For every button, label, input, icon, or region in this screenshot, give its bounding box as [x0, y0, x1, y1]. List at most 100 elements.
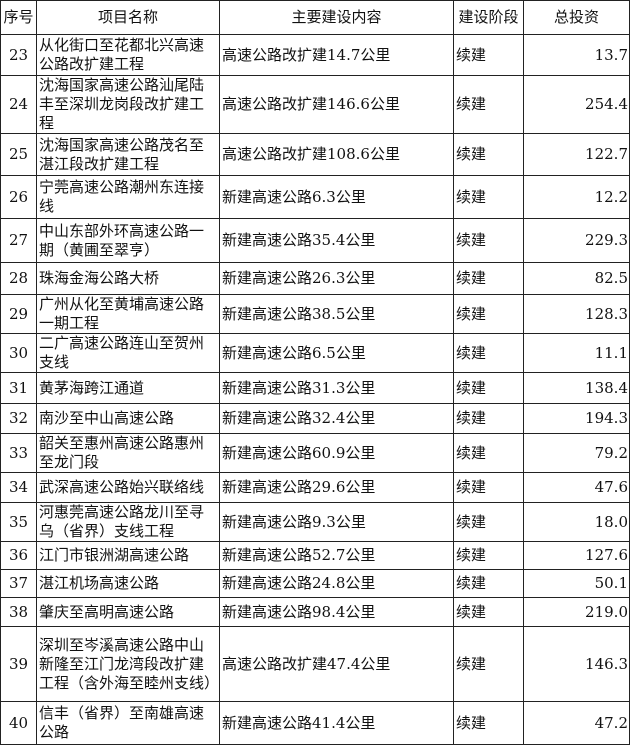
- table-row: 39 深圳至岑溪高速公路中山新隆至江门龙湾段改扩建工程（含外海至睦州支线） 高速公路…: [0, 626, 630, 702]
- project-name: 南沙至中山高速公路: [36, 403, 220, 434]
- construction-stage: 续建: [453, 34, 524, 76]
- construction-stage: 续建: [453, 472, 524, 503]
- row-number: 39: [0, 626, 37, 702]
- project-name: 二广高速公路连山至贺州支线: [36, 333, 220, 373]
- project-name: 沈海国家高速公路茂名至湛江段改扩建工程: [36, 133, 220, 176]
- total-investment: 13.7: [523, 34, 630, 76]
- row-number: 33: [0, 433, 37, 473]
- row-number: 34: [0, 472, 37, 503]
- total-investment: 50.1: [523, 569, 630, 598]
- project-name: 中山东部外环高速公路一期（黄圃至翠亨）: [36, 218, 220, 263]
- table-row: 25 沈海国家高速公路茂名至湛江段改扩建工程 高速公路改扩建108.6公里 续建 122…: [0, 133, 630, 176]
- construction-stage: 续建: [453, 175, 524, 219]
- header-row: 序号 项目名称 主要建设内容 建设阶段 总投资: [0, 0, 630, 35]
- row-number: 23: [0, 34, 37, 76]
- table-row: 40 信丰（省界）至南雄高速公路 新建高速公路41.4公里 续建 47.2: [0, 701, 630, 745]
- header-investment: 总投资: [523, 0, 630, 35]
- construction-content: 新建高速公路31.3公里: [219, 372, 454, 404]
- construction-content: 新建高速公路6.3公里: [219, 175, 454, 219]
- header-name: 项目名称: [36, 0, 220, 35]
- project-name: 信丰（省界）至南雄高速公路: [36, 701, 220, 745]
- row-number: 38: [0, 597, 37, 627]
- total-investment: 82.5: [523, 262, 630, 295]
- construction-content: 新建高速公路38.5公里: [219, 294, 454, 334]
- total-investment: 219.0: [523, 597, 630, 627]
- total-investment: 229.3: [523, 218, 630, 263]
- table-row: 23 从化街口至花都北兴高速公路改扩建工程 高速公路改扩建14.7公里 续建 13.7: [0, 34, 630, 76]
- construction-content: 新建高速公路24.8公里: [219, 569, 454, 598]
- header-stage: 建设阶段: [453, 0, 524, 35]
- construction-content: 高速公路改扩建146.6公里: [219, 75, 454, 134]
- table-row: 24 沈海国家高速公路汕尾陆丰至深圳龙岗段改扩建工程 高速公路改扩建146.6公里续…: [0, 75, 630, 134]
- row-number: 24: [0, 75, 37, 134]
- construction-content: 高速公路改扩建108.6公里: [219, 133, 454, 176]
- construction-stage: 续建: [453, 75, 524, 134]
- construction-content: 新建高速公路9.3公里: [219, 502, 454, 542]
- project-name: 肇庆至高明高速公路: [36, 597, 220, 627]
- row-number: 30: [0, 333, 37, 373]
- total-investment: 11.1: [523, 333, 630, 373]
- table-row: 29 广州从化至黄埔高速公路一期工程 新建高速公路38.5公里 续建 128.3: [0, 294, 630, 334]
- project-name: 河惠莞高速公路龙川至寻乌（省界）支线工程: [36, 502, 220, 542]
- construction-stage: 续建: [453, 218, 524, 263]
- construction-content: 新建高速公路60.9公里: [219, 433, 454, 473]
- header-content: 主要建设内容: [219, 0, 454, 35]
- total-investment: 12.2: [523, 175, 630, 219]
- row-number: 31: [0, 372, 37, 404]
- table-row: 36 江门市银洲湖高速公路 新建高速公路52.7公里 续建 127.6: [0, 541, 630, 570]
- project-name: 广州从化至黄埔高速公路一期工程: [36, 294, 220, 334]
- project-name: 江门市银洲湖高速公路: [36, 541, 220, 570]
- project-name: 韶关至惠州高速公路惠州至龙门段: [36, 433, 220, 473]
- row-number: 27: [0, 218, 37, 263]
- construction-content: 新建高速公路52.7公里: [219, 541, 454, 570]
- construction-content: 高速公路改扩建14.7公里: [219, 34, 454, 76]
- construction-stage: 续建: [453, 433, 524, 473]
- total-investment: 127.6: [523, 541, 630, 570]
- construction-content: 新建高速公路29.6公里: [219, 472, 454, 503]
- construction-stage: 续建: [453, 701, 524, 745]
- total-investment: 122.7: [523, 133, 630, 176]
- project-name: 武深高速公路始兴联络线: [36, 472, 220, 503]
- row-number: 29: [0, 294, 37, 334]
- project-name: 黄茅海跨江通道: [36, 372, 220, 404]
- construction-stage: 续建: [453, 541, 524, 570]
- construction-content: 新建高速公路41.4公里: [219, 701, 454, 745]
- construction-stage: 续建: [453, 262, 524, 295]
- table-row: 33 韶关至惠州高速公路惠州至龙门段 新建高速公路60.9公里 续建 79.2: [0, 433, 630, 473]
- table-row: 35 河惠莞高速公路龙川至寻乌（省界）支线工程 新建高速公路9.3公里 续建 18.0: [0, 502, 630, 542]
- construction-content: 新建高速公路32.4公里: [219, 403, 454, 434]
- construction-content: 新建高速公路6.5公里: [219, 333, 454, 373]
- table-row: 30 二广高速公路连山至贺州支线 新建高速公路6.5公里 续建 11.1: [0, 333, 630, 373]
- construction-content: 新建高速公路35.4公里: [219, 218, 454, 263]
- row-number: 35: [0, 502, 37, 542]
- project-name: 深圳至岑溪高速公路中山新隆至江门龙湾段改扩建工程（含外海至睦州支线）: [36, 626, 220, 702]
- total-investment: 47.6: [523, 472, 630, 503]
- row-number: 28: [0, 262, 37, 295]
- total-investment: 194.3: [523, 403, 630, 434]
- table-body: 23 从化街口至花都北兴高速公路改扩建工程 高速公路改扩建14.7公里 续建 13.7 2…: [0, 34, 630, 745]
- construction-stage: 续建: [453, 133, 524, 176]
- table-row: 28 珠海金海公路大桥 新建高速公路26.3公里 续建 82.5: [0, 262, 630, 295]
- row-number: 26: [0, 175, 37, 219]
- construction-stage: 续建: [453, 333, 524, 373]
- construction-stage: 续建: [453, 569, 524, 598]
- construction-stage: 续建: [453, 403, 524, 434]
- construction-content: 新建高速公路26.3公里: [219, 262, 454, 295]
- project-name: 宁莞高速公路潮州东连接线: [36, 175, 220, 219]
- total-investment: 146.3: [523, 626, 630, 702]
- table-row: 34 武深高速公路始兴联络线 新建高速公路29.6公里 续建 47.6: [0, 472, 630, 503]
- header-no: 序号: [0, 0, 37, 35]
- construction-content: 高速公路改扩建47.4公里: [219, 626, 454, 702]
- construction-stage: 续建: [453, 626, 524, 702]
- total-investment: 18.0: [523, 502, 630, 542]
- table-row: 37 湛江机场高速公路 新建高速公路24.8公里 续建 50.1: [0, 569, 630, 598]
- table-row: 32 南沙至中山高速公路 新建高速公路32.4公里 续建 194.3: [0, 403, 630, 434]
- total-investment: 79.2: [523, 433, 630, 473]
- total-investment: 138.4: [523, 372, 630, 404]
- construction-stage: 续建: [453, 294, 524, 334]
- project-name: 湛江机场高速公路: [36, 569, 220, 598]
- total-investment: 47.2: [523, 701, 630, 745]
- table-row: 38 肇庆至高明高速公路 新建高速公路98.4公里 续建 219.0: [0, 597, 630, 627]
- total-investment: 254.4: [523, 75, 630, 134]
